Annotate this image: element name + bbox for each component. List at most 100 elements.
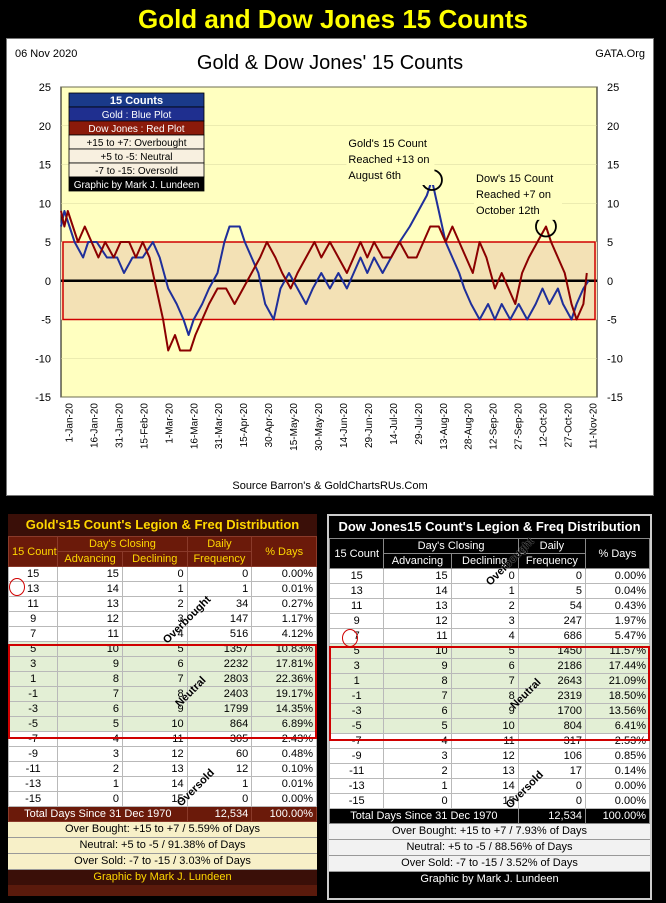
pct-cell: 5.47% (584, 628, 651, 644)
count-cell: -13 (7, 776, 59, 792)
annotation-line: Dow's 15 Count (476, 173, 553, 185)
count-cell: 15 (328, 568, 385, 584)
annotation-box (474, 171, 563, 220)
line-chart: 06 Nov 2020 GATA.Org Gold & Dow Jones' 15 … (15, 48, 645, 492)
legend-item-label: Dow Jones : Red Plot (88, 124, 184, 135)
table-row: 9 12 3 147 1.17% (7, 611, 317, 627)
count-cell: -1 (328, 688, 385, 704)
table-row: 5 10 5 1450 11.57% (328, 643, 651, 659)
legend-item-box (68, 176, 205, 192)
summary-overbought: Over Bought: +15 to +7 / 7.93% of Days (329, 824, 650, 840)
advancing-cell: 11 (383, 628, 452, 644)
pct-cell: 14.35% (251, 701, 317, 717)
legend-title: 15 Counts (110, 95, 163, 107)
declining-cell: 5 (121, 641, 188, 657)
x-tick-label: 16-Mar-20 (189, 403, 200, 450)
advancing-cell: 9 (57, 656, 123, 672)
header-pct-days: % Days (251, 536, 317, 567)
frequency-cell: 34 (186, 596, 253, 612)
x-tick-label: 15-May-20 (289, 403, 300, 451)
header-declining: Declining (450, 553, 519, 569)
advancing-cell: 10 (57, 641, 123, 657)
declining-cell: 8 (450, 688, 519, 704)
annotation-line: Reached +13 on (348, 154, 429, 166)
table-row: -7 4 11 317 2.53% (328, 733, 651, 749)
declining-cell: 15 (450, 793, 519, 809)
advancing-cell: 12 (57, 611, 123, 627)
advancing-cell: 15 (57, 566, 123, 582)
count-cell: 13 (7, 581, 59, 597)
table-row: 7 11 4 516 4.12% (7, 626, 317, 642)
advancing-cell: 4 (57, 731, 123, 747)
header-15-count: 15 Count (328, 538, 385, 569)
frequency-cell: 5 (517, 583, 586, 599)
summary-neutral: Neutral: +5 to -5 / 88.56% of Days (329, 840, 650, 856)
header-advancing: Advancing (383, 553, 452, 569)
pct-cell: 17.81% (251, 656, 317, 672)
pct-cell: 22.36% (251, 671, 317, 687)
x-tick-label: 1-Jan-20 (65, 403, 76, 443)
table-row: -13 1 14 1 0.01% (7, 776, 317, 792)
advancing-cell: 13 (57, 596, 123, 612)
frequency-cell: 60 (186, 746, 253, 762)
x-tick-label: 15-Feb-20 (139, 403, 150, 450)
chart-footer-source: Source Barron's & GoldChartsRUs.Com (232, 480, 427, 492)
gold-table-title: Gold's15 Count's Legion & Freq Distribut… (8, 514, 317, 536)
count-cell: -3 (328, 703, 385, 719)
frequency-cell: 2643 (517, 673, 586, 689)
pct-cell: 6.41% (584, 718, 651, 734)
declining-cell: 3 (121, 611, 188, 627)
annotation-line: August 6th (348, 170, 401, 182)
count-cell: -13 (328, 778, 385, 794)
count-cell: 1 (328, 673, 385, 689)
declining-cell: 3 (450, 613, 519, 629)
table-row: 9 12 3 247 1.97% (328, 613, 651, 629)
y-tick-label-left: -15 (35, 392, 51, 404)
y-tick-label-left: 25 (39, 82, 51, 94)
pct-cell: 2.53% (584, 733, 651, 749)
summary-oversold: Over Sold: -7 to -15 / 3.03% of Days (8, 854, 317, 870)
pct-cell: 0.48% (251, 746, 317, 762)
count-cell: 5 (7, 641, 59, 657)
advancing-cell: 14 (57, 581, 123, 597)
pct-cell: 0.01% (251, 581, 317, 597)
frequency-cell: 1 (186, 581, 253, 597)
table-row: 11 13 2 34 0.27% (7, 596, 317, 612)
pct-cell: 0.85% (584, 748, 651, 764)
graphic-credit: Graphic by Mark J. Lundeen (329, 872, 650, 887)
y-tick-label-left: 20 (39, 121, 51, 133)
x-tick-label: 29-Jul-20 (414, 403, 425, 445)
declining-cell: 5 (450, 643, 519, 659)
advancing-cell: 0 (57, 791, 123, 807)
table-row: -15 0 15 0 0.00% (7, 791, 317, 807)
y-tick-label-left: 5 (45, 237, 51, 249)
total-pct-value: 100.00% (251, 806, 317, 822)
frequency-cell: 2403 (186, 686, 253, 702)
count-cell: 9 (7, 611, 59, 627)
y-tick-label-left: 0 (45, 276, 51, 288)
y-tick-label-left: 15 (39, 160, 51, 172)
header-days-closing: Day's Closing (383, 538, 519, 554)
declining-cell: 11 (121, 731, 188, 747)
advancing-cell: 10 (383, 643, 452, 659)
series-line-gold (60, 179, 590, 336)
declining-cell: 9 (450, 703, 519, 719)
advancing-cell: 0 (383, 793, 452, 809)
frequency-cell: 305 (186, 731, 253, 747)
y-tick-label-right: 25 (607, 82, 619, 94)
y-tick-label-right: -15 (607, 392, 623, 404)
dow-table-title: Dow Jones15 Count's Legion & Freq Distri… (329, 516, 650, 538)
x-tick-label: 13-Aug-20 (439, 403, 450, 450)
series-line-dow (60, 210, 588, 352)
declining-cell: 0 (450, 568, 519, 584)
total-days-value: 12,534 (186, 806, 253, 822)
count-cell: -5 (7, 716, 59, 732)
count-cell: 5 (328, 643, 385, 659)
advancing-cell: 8 (383, 673, 452, 689)
frequency-cell: 804 (517, 718, 586, 734)
x-tick-label: 27-Sep-20 (514, 403, 525, 450)
table-row: 1 8 7 2643 21.09% (328, 673, 651, 689)
table-row: -11 2 13 12 0.10% (7, 761, 317, 777)
declining-cell: 1 (121, 581, 188, 597)
pct-cell: 21.09% (584, 673, 651, 689)
